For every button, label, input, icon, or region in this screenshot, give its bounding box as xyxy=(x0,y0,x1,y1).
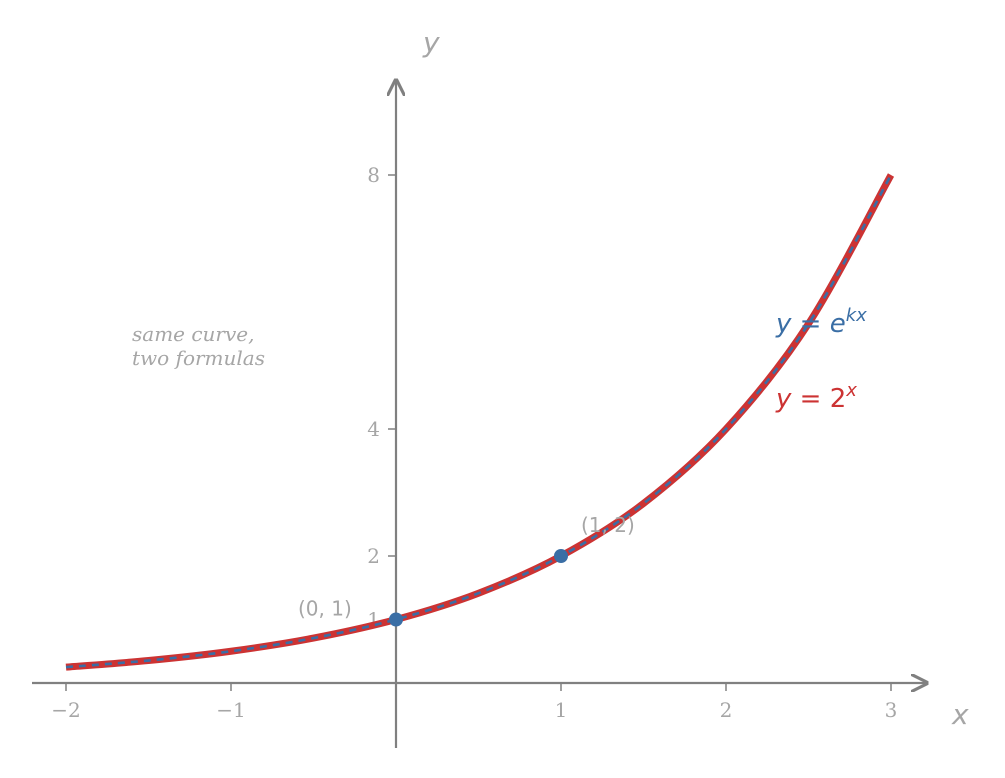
formula-ekx-exp: kx xyxy=(846,305,867,326)
point-label: (1, 2) xyxy=(581,513,635,537)
points: (0, 1) (1, 2) xyxy=(298,513,635,627)
point-label: (0, 1) xyxy=(298,597,352,621)
formula-2x-base: 2 xyxy=(830,384,847,414)
data-point xyxy=(389,612,403,627)
x-tick-label: 1 xyxy=(555,698,568,722)
axes: x y xyxy=(32,26,969,748)
y-tick-label: 2 xyxy=(367,544,380,568)
formula-2x-eq: = xyxy=(791,384,829,414)
y-axis-label: y xyxy=(422,26,440,59)
x-tick-label: −2 xyxy=(51,698,80,722)
formula-2x-lhs: y xyxy=(775,384,792,414)
formula-ekx-base: e xyxy=(830,309,846,339)
x-tick-label: −1 xyxy=(216,698,245,722)
formula-ekx-eq: = xyxy=(791,309,829,339)
y-tick-label: 8 xyxy=(367,163,380,187)
formula-ekx-lhs: y xyxy=(775,309,792,339)
annotation-line-1: same curve, xyxy=(132,322,254,346)
data-point xyxy=(554,549,568,563)
annotation-line-2: two formulas xyxy=(132,346,265,370)
x-tick-label: 3 xyxy=(885,698,898,722)
annotation: same curve, two formulas xyxy=(132,322,265,370)
y-tick-label: 4 xyxy=(367,417,380,441)
series-line-ekx xyxy=(65,174,893,669)
formula-2x-exp: x xyxy=(845,380,857,401)
x-tick-label: 2 xyxy=(720,698,733,722)
curves xyxy=(65,173,895,671)
x-axis-label: x xyxy=(951,698,969,731)
formula-labels: y = ekx y = 2x xyxy=(775,305,867,414)
formula-label-ekx: y = ekx xyxy=(775,305,867,339)
formula-label-2x: y = 2x xyxy=(775,380,857,414)
